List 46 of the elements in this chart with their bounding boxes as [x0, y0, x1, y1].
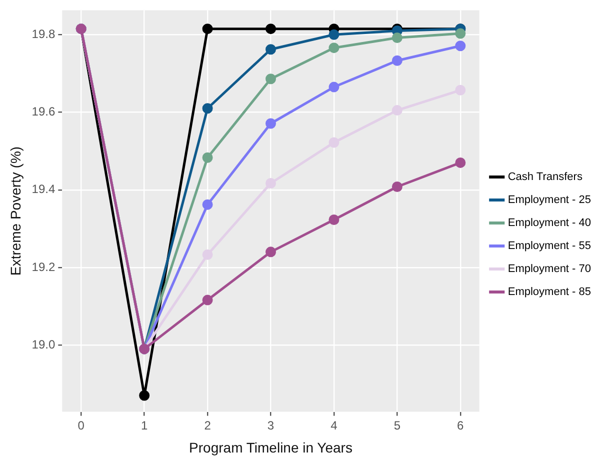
point: [266, 24, 276, 34]
x-tick-label: 4: [330, 418, 338, 432]
x-tick-label: 0: [78, 418, 85, 432]
point: [328, 214, 340, 225]
point: [266, 118, 276, 129]
legend-label: Cash Transfers: [508, 171, 583, 184]
y-tick-label: 19.4: [32, 182, 56, 196]
x-axis-title: Program Timeline in Years: [189, 439, 352, 456]
legend-label: Employment - 40: [508, 217, 592, 230]
point: [392, 182, 402, 192]
point: [328, 82, 340, 92]
y-tick-label: 19.6: [32, 104, 56, 119]
point: [392, 32, 402, 43]
point: [202, 152, 213, 163]
point: [202, 249, 213, 260]
point: [455, 28, 466, 39]
point: [266, 246, 276, 258]
y-tick-label: 19.0: [32, 337, 56, 352]
x-tick-label: 6: [457, 418, 464, 432]
point: [455, 84, 466, 96]
point: [139, 390, 150, 401]
x-tick-label: 3: [267, 418, 274, 432]
point: [392, 105, 402, 116]
legend-label: Employment - 85: [508, 286, 592, 298]
point: [266, 44, 276, 55]
y-axis-title: Extreme Poverty (%): [7, 146, 24, 276]
point: [392, 55, 402, 66]
point: [202, 24, 213, 34]
point: [328, 29, 340, 40]
x-tick-label: 5: [394, 418, 401, 432]
point: [328, 42, 340, 54]
y-tick-label: 19.8: [32, 26, 56, 41]
x-tick-label: 1: [140, 418, 148, 432]
point: [266, 178, 276, 189]
point: [266, 74, 276, 84]
legend-label: Employment - 55: [508, 240, 592, 252]
point: [455, 157, 466, 168]
point: [202, 294, 213, 306]
legend-label: Employment - 25: [508, 194, 592, 206]
point: [328, 137, 340, 148]
y-tick-label: 19.2: [32, 260, 56, 274]
point: [455, 40, 466, 52]
point: [202, 103, 213, 114]
legend-label: Employment - 70: [508, 263, 592, 276]
x-tick-label: 2: [204, 418, 212, 432]
point: [202, 199, 213, 210]
